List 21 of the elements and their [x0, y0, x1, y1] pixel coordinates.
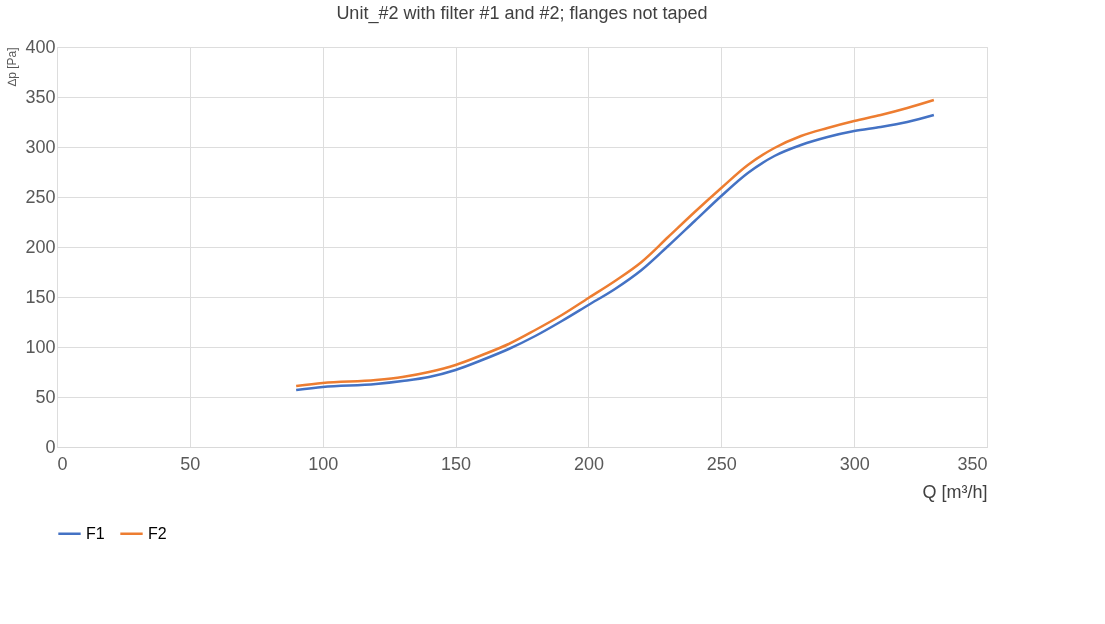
- y-tick-label: 350: [25, 86, 56, 107]
- y-tick-label: 100: [25, 336, 56, 357]
- x-tick-label: 200: [573, 453, 604, 474]
- y-tick-label: 200: [25, 236, 56, 257]
- x-tick-label: 150: [441, 453, 472, 474]
- y-tick-label: 300: [25, 136, 56, 157]
- x-tick-label: 250: [706, 453, 737, 474]
- y-tick-label: 150: [25, 286, 56, 307]
- legend-label: F1: [86, 524, 105, 542]
- chart-title: Unit_#2 with filter #1 and #2; flanges not taped: [336, 3, 708, 24]
- x-tick-label: 50: [180, 453, 201, 474]
- y-axis-title: ∆p [Pa]: [5, 47, 20, 87]
- x-tick-label: 300: [839, 453, 870, 474]
- x-axis-title: Q [m³/h]: [922, 481, 988, 502]
- legend-label: F2: [148, 524, 167, 542]
- x-tick-label: 100: [308, 453, 339, 474]
- x-tick-label: 350: [957, 453, 988, 474]
- y-tick-label: 50: [35, 386, 56, 407]
- y-tick-label: 400: [25, 36, 56, 57]
- y-tick-label: 250: [25, 186, 56, 207]
- y-tick-label: 0: [45, 436, 56, 457]
